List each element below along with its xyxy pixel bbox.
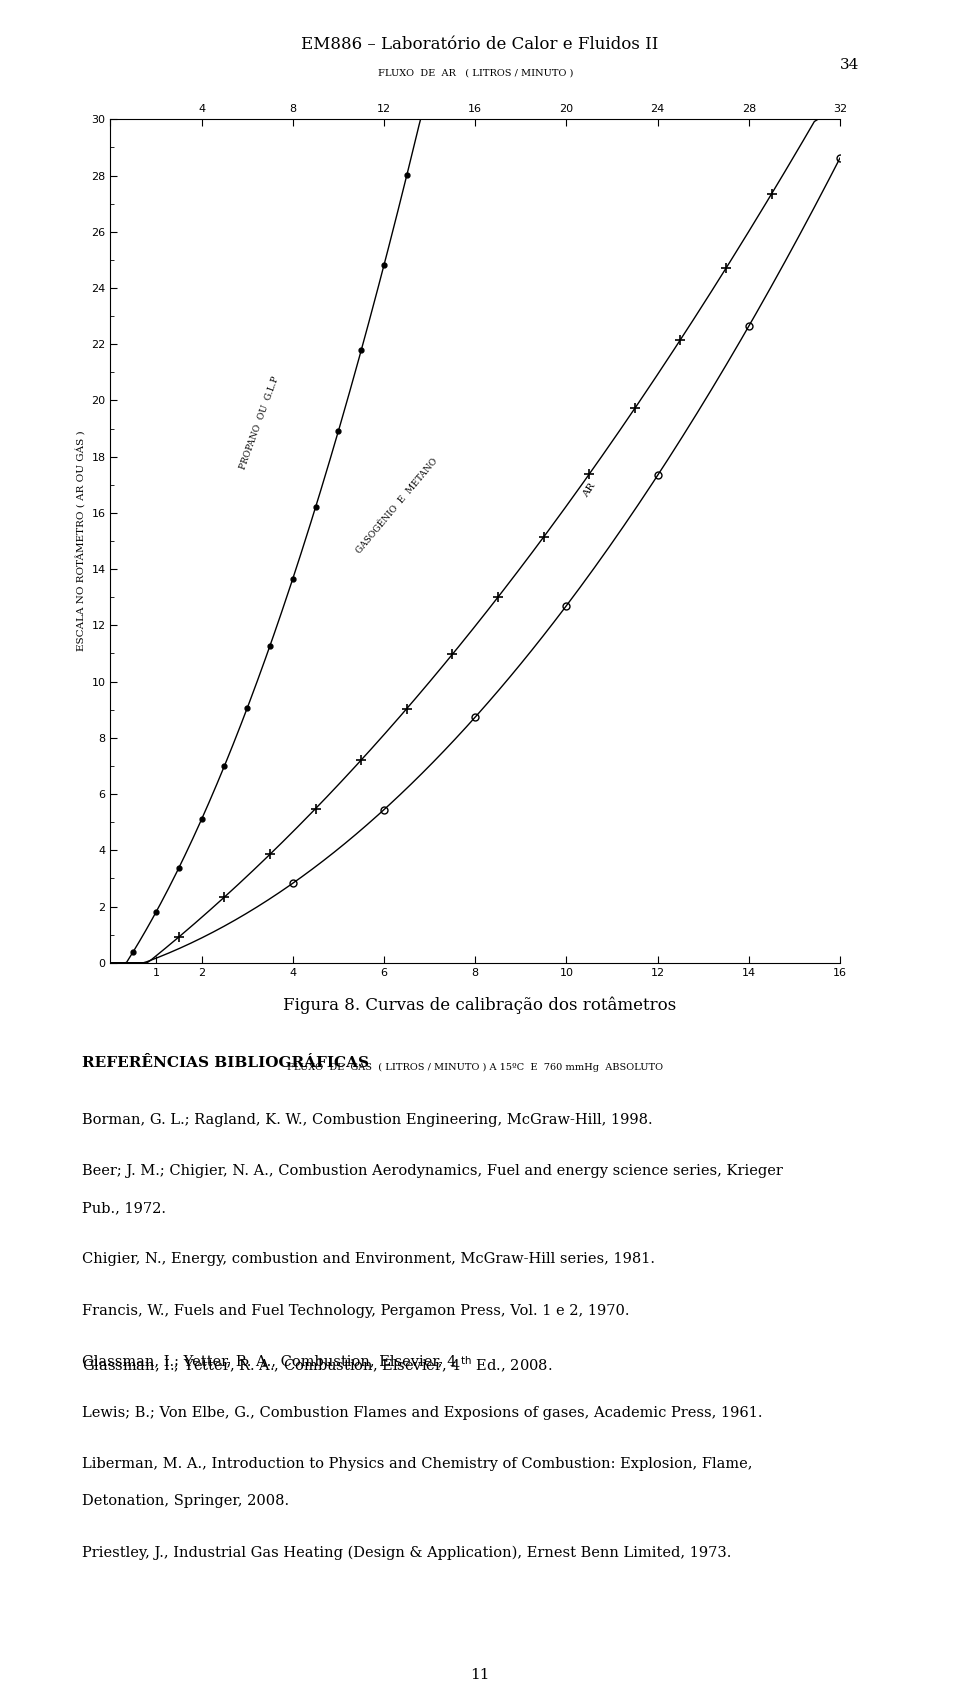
Text: REFERÊNCIAS BIBLIOGRÁFICAS: REFERÊNCIAS BIBLIOGRÁFICAS	[82, 1056, 369, 1070]
Text: Liberman, M. A., Introduction to Physics and Chemistry of Combustion: Explosion,: Liberman, M. A., Introduction to Physics…	[82, 1457, 752, 1471]
Text: PROPANO  OU  G.L.P: PROPANO OU G.L.P	[239, 375, 281, 470]
Text: GASOGÊNIO  E  METANO: GASOGÊNIO E METANO	[354, 457, 439, 556]
Text: EM886 – Laboratório de Calor e Fluidos II: EM886 – Laboratório de Calor e Fluidos I…	[301, 36, 659, 53]
Text: FLUXO  DE  GÁS  ( LITROS / MINUTO ) A 15ºC  E  760 mmHg  ABSOLUTO: FLUXO DE GÁS ( LITROS / MINUTO ) A 15ºC …	[287, 1062, 663, 1072]
Text: Priestley, J., Industrial Gas Heating (Design & Application), Ernest Benn Limite: Priestley, J., Industrial Gas Heating (D…	[82, 1546, 731, 1559]
Text: Detonation, Springer, 2008.: Detonation, Springer, 2008.	[82, 1494, 289, 1508]
Text: Borman, G. L.; Ragland, K. W., Combustion Engineering, McGraw-Hill, 1998.: Borman, G. L.; Ragland, K. W., Combustio…	[82, 1113, 652, 1126]
Text: Pub., 1972.: Pub., 1972.	[82, 1201, 166, 1215]
Text: Chigier, N., Energy, combustion and Environment, McGraw-Hill series, 1981.: Chigier, N., Energy, combustion and Envi…	[82, 1252, 655, 1266]
Text: 34: 34	[840, 58, 859, 72]
Text: Beer; J. M.; Chigier, N. A., Combustion Aerodynamics, Fuel and energy science se: Beer; J. M.; Chigier, N. A., Combustion …	[82, 1164, 782, 1177]
Text: FLUXO  DE  AR   ( LITROS / MINUTO ): FLUXO DE AR ( LITROS / MINUTO )	[377, 68, 573, 77]
Y-axis label: ESCALA NO ROTÂMETRO ( AR OU GÁS ): ESCALA NO ROTÂMETRO ( AR OU GÁS )	[76, 431, 85, 651]
Text: AR: AR	[582, 481, 598, 499]
Text: Lewis; B.; Von Elbe, G., Combustion Flames and Exposions of gases, Academic Pres: Lewis; B.; Von Elbe, G., Combustion Flam…	[82, 1406, 762, 1419]
Text: Glassman, I.; Yetter, R. A., Combustion, Elsevier, 4: Glassman, I.; Yetter, R. A., Combustion,…	[82, 1355, 456, 1368]
Text: Glassman, I.; Yetter, R. A., Combustion, Elsevier, 4$^{\rm th}$ Ed., 2008.: Glassman, I.; Yetter, R. A., Combustion,…	[82, 1355, 552, 1375]
Text: Figura 8. Curvas de calibração dos rotâmetros: Figura 8. Curvas de calibração dos rotâm…	[283, 997, 677, 1014]
Text: 11: 11	[470, 1668, 490, 1682]
Text: Francis, W., Fuels and Fuel Technology, Pergamon Press, Vol. 1 e 2, 1970.: Francis, W., Fuels and Fuel Technology, …	[82, 1304, 629, 1317]
